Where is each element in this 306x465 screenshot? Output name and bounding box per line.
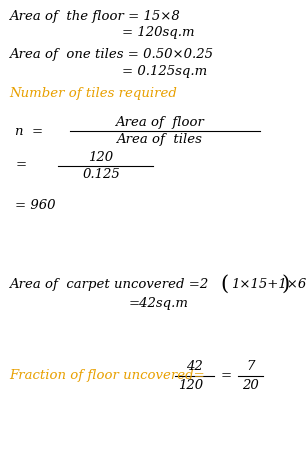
Text: (: (: [221, 275, 229, 294]
Text: =42sq.m: =42sq.m: [129, 297, 188, 310]
Text: 42: 42: [186, 360, 203, 373]
Text: 7: 7: [246, 360, 255, 373]
Text: Area of  tiles: Area of tiles: [116, 133, 202, 146]
Text: 120: 120: [88, 151, 114, 164]
Text: Fraction of floor uncovered=: Fraction of floor uncovered=: [9, 369, 205, 382]
Text: 1×15+1×6: 1×15+1×6: [231, 278, 306, 291]
Text: Area of  floor: Area of floor: [115, 116, 203, 129]
Text: = 120sq.m: = 120sq.m: [122, 26, 195, 39]
Text: = 960: = 960: [15, 199, 56, 212]
Text: 0.125: 0.125: [82, 168, 120, 181]
Text: Number of tiles required: Number of tiles required: [9, 86, 177, 100]
Text: =: =: [221, 369, 232, 382]
Text: 120: 120: [178, 379, 203, 392]
Text: ): ): [282, 275, 290, 294]
Text: Area of  carpet uncovered =2: Area of carpet uncovered =2: [9, 278, 208, 291]
Text: 20: 20: [242, 379, 259, 392]
Text: Area of  one tiles = 0.50×0.25: Area of one tiles = 0.50×0.25: [9, 48, 213, 61]
Text: = 0.125sq.m: = 0.125sq.m: [122, 65, 208, 78]
Text: =: =: [15, 159, 26, 172]
Text: Area of  the floor = 15×8: Area of the floor = 15×8: [9, 10, 180, 23]
Text: n  =: n =: [15, 125, 43, 138]
